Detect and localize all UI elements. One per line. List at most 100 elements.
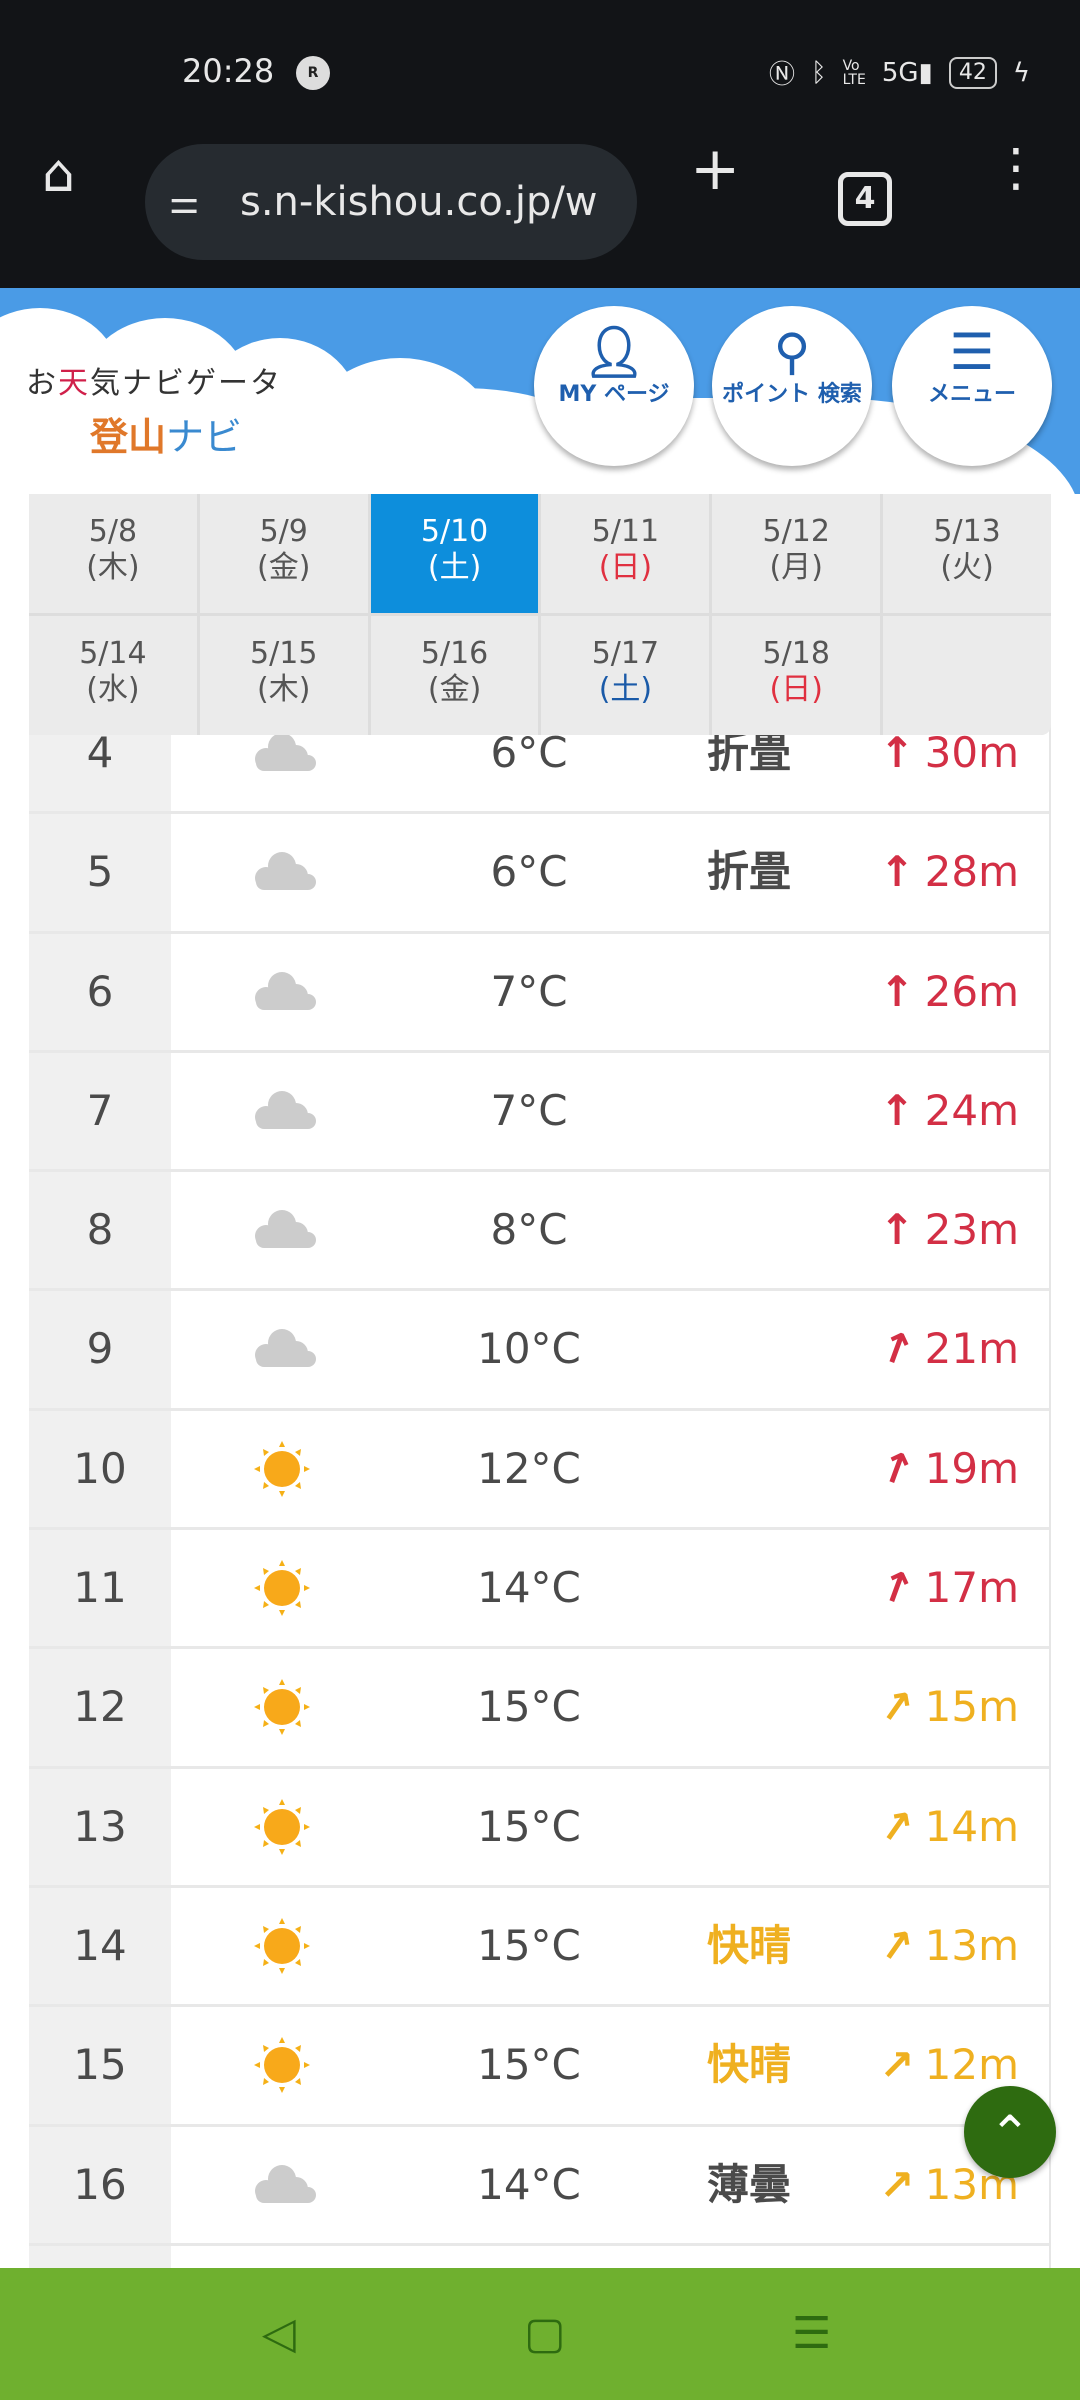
date-tab[interactable]: 5/8 (木)	[29, 494, 197, 613]
date-tab[interactable]: 5/10 (土)	[370, 494, 539, 613]
wind: ↑19m	[849, 1411, 1019, 1527]
recents-icon[interactable]: ☰	[792, 2308, 832, 2359]
logo-text: ナビ	[166, 415, 243, 459]
hamburger-icon: ☰	[949, 323, 995, 381]
weekday-label: (水)	[86, 672, 140, 707]
weekday-label: (木)	[86, 550, 140, 585]
date-tab[interactable]: 5/17 (土)	[541, 616, 710, 735]
weekday-label: (金)	[257, 550, 311, 585]
site-settings-icon[interactable]: ⚌	[169, 182, 200, 222]
hour-cell: 12	[29, 1649, 171, 1766]
weekday-label: (火)	[940, 550, 994, 585]
wind-speed: 21m	[924, 1324, 1019, 1374]
table-row: 7 7°C ↑ 24m	[29, 1052, 1049, 1173]
weekday-label: (月)	[769, 550, 823, 585]
home-icon[interactable]: ⌂	[42, 144, 76, 204]
table-row: 13 15°C ↑14m	[29, 1768, 1049, 1888]
weekday-label: (土)	[427, 550, 482, 585]
browser-toolbar: ⌂ ⚌ s.n-kishou.co.jp/w + 4 ⋮	[0, 100, 1080, 288]
button-label: MY ページ	[558, 382, 670, 407]
date-tab[interactable]: 5/11 (日)	[541, 494, 710, 613]
sun-icon	[244, 1560, 320, 1617]
person-icon: 👤︎	[582, 323, 646, 381]
wind: ↑ 24m	[849, 1053, 1019, 1169]
logo-text: 天	[58, 366, 90, 401]
hour-cell: 7	[29, 1052, 171, 1170]
date-tab[interactable]: 5/18 (日)	[712, 616, 881, 735]
wind-direction-arrow-icon: ↑	[872, 1319, 923, 1379]
hour-cell: 16	[29, 2126, 171, 2243]
table-row: 10 12°C ↑19m	[29, 1410, 1049, 1531]
wind-speed: 26m	[924, 966, 1019, 1016]
menu-button[interactable]: ☰ メニュー	[892, 306, 1052, 466]
weekday-label: (日)	[598, 550, 653, 585]
date-tab[interactable]: 5/14 (水)	[29, 616, 197, 735]
temperature: 8°C	[490, 1205, 568, 1255]
table-row: 9 10°C ↑21m	[29, 1291, 1049, 1411]
wind: ↑ 23m	[849, 1172, 1019, 1288]
temperature: 15°C	[477, 1801, 581, 1851]
home-nav-icon[interactable]: ▢	[524, 2308, 566, 2359]
weather-label: 薄曇	[706, 2159, 791, 2209]
wind-speed: 14m	[924, 1801, 1019, 1851]
date-label: 5/16	[420, 636, 489, 671]
table-row: 15 15°C 快晴 ↑12m	[29, 2007, 1049, 2127]
tab-switcher-button[interactable]: 4	[838, 172, 892, 226]
sun-icon	[244, 1679, 320, 1736]
cloud-icon	[244, 844, 320, 900]
date-label: 5/11	[591, 514, 660, 549]
weekday-label: (土)	[598, 672, 653, 707]
weather-label: 折畳	[706, 847, 791, 897]
wind: ↑ 30m	[849, 695, 1019, 811]
battery-icon: 42	[948, 56, 997, 89]
hour-cell: 8	[29, 1172, 171, 1289]
hourly-forecast-table: 4 6°C 折畳 ↑ 30m 5 6°C 折畳 ↑ 28m 6 7°C ↑ 26m 7 7°…	[29, 695, 1051, 2366]
button-label: ポイント 検索	[722, 382, 862, 407]
wind-speed: 24m	[924, 1085, 1019, 1135]
point-search-button[interactable]: ⚲ ポイント 検索	[712, 306, 872, 466]
wind-direction-arrow-icon: ↑	[879, 966, 915, 1016]
date-tab[interactable]: 5/12 (月)	[712, 494, 881, 613]
weekday-label: (木)	[257, 672, 311, 707]
cloud-icon	[244, 2157, 320, 2213]
hour-cell: 10	[29, 1410, 171, 1528]
cloud-icon	[244, 725, 320, 781]
back-icon[interactable]: ◁	[262, 2308, 296, 2359]
date-label: 5/9	[259, 514, 308, 549]
cloud-icon	[244, 1321, 320, 1377]
date-tab[interactable]: 5/9 (金)	[199, 494, 368, 613]
wind-speed: 28m	[924, 847, 1019, 897]
temperature: 12°C	[477, 1443, 581, 1493]
status-bar: 20:28 R Ⓝ ᛒ Vo LTE 5G▮ 42 ϟ	[0, 0, 1080, 100]
wind: ↑ 26m	[849, 934, 1019, 1050]
hour-cell: 6	[29, 933, 171, 1050]
button-label: メニュー	[927, 382, 1016, 407]
more-menu-icon[interactable]: ⋮	[990, 138, 1042, 198]
my-page-button[interactable]: 👤︎ MY ページ	[534, 306, 694, 466]
date-tab[interactable]: 5/15 (木)	[199, 616, 368, 735]
logo-text: 気ナビゲータ	[90, 366, 282, 401]
wind: ↑21m	[849, 1291, 1019, 1407]
sun-icon	[244, 1440, 320, 1497]
wind-direction-arrow-icon: ↑	[879, 847, 915, 897]
scroll-to-top-button[interactable]: ⌃	[964, 2086, 1056, 2178]
wind-speed: 23m	[924, 1205, 1019, 1255]
address-bar[interactable]: ⚌ s.n-kishou.co.jp/w	[145, 144, 637, 260]
hour-cell: 14	[29, 1887, 171, 2005]
date-tab[interactable]: 5/16 (金)	[370, 616, 539, 735]
wind-direction-arrow-icon: ↑	[879, 1085, 915, 1135]
date-label: 5/17	[591, 636, 660, 671]
wind-direction-arrow-icon: ↑	[879, 728, 915, 777]
new-tab-icon[interactable]: +	[690, 134, 741, 204]
wind-direction-arrow-icon: ↑	[872, 1558, 923, 1617]
logo-text: お	[26, 366, 58, 401]
date-label: 5/8	[88, 514, 138, 549]
weekday-label: (日)	[769, 672, 823, 707]
date-tab[interactable]: 5/13 (火)	[883, 494, 1051, 613]
temperature: 15°C	[477, 2040, 581, 2090]
table-row: 12 15°C ↑15m	[29, 1649, 1049, 1769]
temperature: 15°C	[477, 1682, 581, 1732]
wind-direction-arrow-icon: ↑	[872, 1439, 923, 1498]
cloud-icon	[244, 1083, 320, 1139]
temperature: 7°C	[490, 966, 568, 1016]
